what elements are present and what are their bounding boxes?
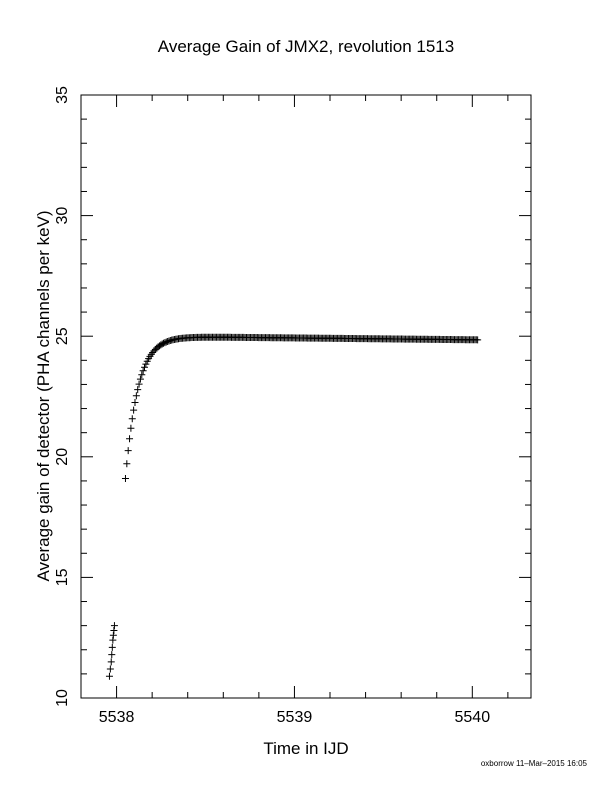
data-point (134, 386, 142, 394)
data-point (141, 363, 149, 371)
data-point (132, 392, 140, 400)
footer-credit: oxborrow 11–Mar–2015 16:05 (481, 759, 588, 768)
x-tick-label: 5540 (455, 709, 491, 726)
data-point (138, 371, 146, 379)
data-point (126, 435, 134, 443)
data-point (142, 360, 150, 368)
x-axis-label: Time in IJD (263, 739, 348, 758)
plot-frame (80, 94, 532, 699)
y-tick-label: 25 (54, 327, 71, 345)
data-point (106, 665, 114, 673)
y-tick-label: 35 (54, 86, 71, 104)
data-point (109, 631, 117, 639)
data-point (105, 672, 113, 680)
data-point (131, 399, 139, 407)
data-point (135, 380, 143, 388)
data-point (107, 658, 115, 666)
data-point (130, 406, 138, 414)
data-point (474, 336, 482, 344)
y-tick-label: 30 (54, 207, 71, 225)
data-point (123, 460, 131, 468)
data-point (136, 375, 144, 383)
x-tick-label: 5538 (99, 709, 135, 726)
axis-ticks (80, 94, 531, 699)
data-point (108, 643, 116, 651)
data-point (121, 475, 129, 483)
data-point (139, 367, 147, 375)
axis-tick-labels: 5538 5539 5540 10 15 20 25 30 35 (54, 86, 490, 726)
data-point (127, 424, 135, 432)
x-tick-label: 5539 (277, 709, 313, 726)
y-tick-label: 15 (54, 568, 71, 586)
data-point (128, 415, 136, 423)
y-tick-label: 20 (54, 448, 71, 466)
data-points (105, 333, 482, 680)
chart-title: Average Gain of JMX2, revolution 1513 (158, 37, 454, 56)
data-point (109, 636, 117, 644)
data-point (124, 447, 132, 455)
data-point (110, 622, 118, 630)
data-point (108, 651, 116, 659)
data-point (110, 626, 118, 634)
y-axis-label: Average gain of detector (PHA channels p… (34, 210, 53, 581)
y-tick-label: 10 (54, 689, 71, 707)
